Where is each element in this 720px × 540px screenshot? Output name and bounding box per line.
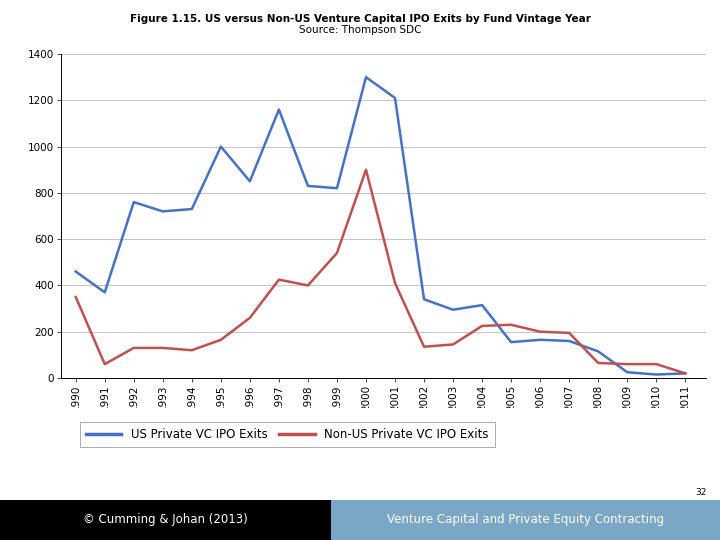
Text: Figure 1.15. US versus Non-US Venture Capital IPO Exits by Fund Vintage Year: Figure 1.15. US versus Non-US Venture Ca…	[130, 14, 590, 24]
Text: Venture Capital and Private Equity Contracting: Venture Capital and Private Equity Contr…	[387, 513, 664, 526]
Text: Source: Thompson SDC: Source: Thompson SDC	[299, 25, 421, 36]
Text: © Cumming & Johan (2013): © Cumming & Johan (2013)	[84, 513, 248, 526]
Legend: US Private VC IPO Exits, Non-US Private VC IPO Exits: US Private VC IPO Exits, Non-US Private …	[80, 422, 495, 447]
Text: 32: 32	[696, 488, 707, 497]
